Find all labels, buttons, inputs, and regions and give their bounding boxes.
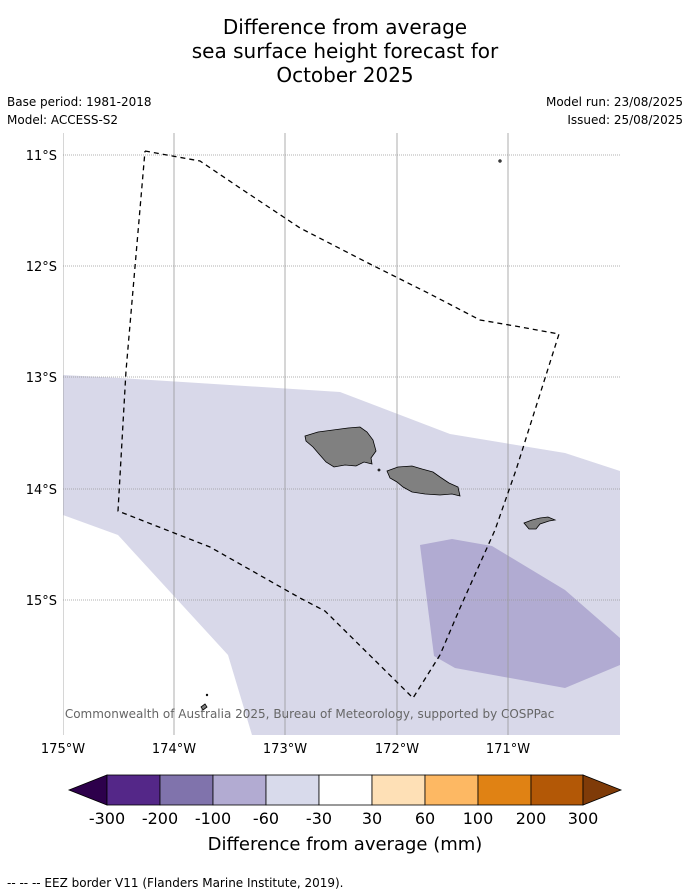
- lon-label: 171°W: [486, 742, 530, 757]
- anomaly-region-medium: [420, 539, 620, 688]
- lat-label: 13°S: [26, 371, 57, 386]
- map-title: Difference from average sea surface heig…: [0, 15, 690, 87]
- land-masses: [200, 159, 557, 711]
- legend-swatch: [477, 774, 532, 806]
- legend-swatch: [159, 774, 214, 806]
- lon-labels: 175°W 174°W 173°W 172°W 171°W: [41, 742, 530, 757]
- islet-south-2: [205, 693, 209, 697]
- legend-arrow-low: [67, 774, 108, 806]
- legend-tick: -300: [89, 809, 125, 828]
- legend-swatch: [318, 774, 373, 806]
- legend-tick: 30: [362, 809, 382, 828]
- legend-swatch: [212, 774, 267, 806]
- legend-caption: Difference from average (mm): [207, 834, 483, 855]
- legend-tick: -60: [253, 809, 279, 828]
- base-period-text: Base period: 1981-2018: [7, 95, 152, 109]
- legend-tick: 60: [415, 809, 435, 828]
- lat-label: 11°S: [26, 149, 57, 164]
- legend-swatch: [106, 774, 161, 806]
- copyright-text: © Commonwealth of Australia 2025, Bureau…: [49, 707, 554, 721]
- legend-tick: 200: [516, 809, 547, 828]
- islet-south: [200, 703, 208, 711]
- eez-footnote: -- -- -- EEZ border V11 (Flanders Marine…: [7, 876, 344, 890]
- title-line-1: Difference from average: [222, 15, 468, 39]
- island-upolu: [386, 465, 461, 497]
- grid-lines: [63, 133, 620, 735]
- lat-label: 12°S: [26, 260, 57, 275]
- lon-label: 174°W: [152, 742, 196, 757]
- model-text: Model: ACCESS-S2: [7, 113, 119, 127]
- lat-label: 15°S: [26, 594, 57, 609]
- lon-label: 172°W: [375, 742, 419, 757]
- map-area: © Commonwealth of Australia 2025, Bureau…: [49, 133, 620, 735]
- color-legend: [67, 774, 623, 806]
- lon-label: 173°W: [263, 742, 307, 757]
- lat-label: 14°S: [26, 483, 57, 498]
- legend-ticks: -300 -200 -100 -60 -30 30 60 100 200 300: [89, 809, 598, 828]
- legend-swatch: [530, 774, 584, 806]
- title-line-2: sea surface height forecast for: [191, 39, 499, 63]
- legend-tick: -30: [306, 809, 332, 828]
- islet-swains: [498, 159, 502, 163]
- eez-border: [117, 150, 560, 700]
- legend-tick: 100: [463, 809, 494, 828]
- model-run-text: Model run: 23/08/2025: [545, 95, 683, 109]
- issued-text: Issued: 25/08/2025: [567, 113, 683, 127]
- islet-apolima: [377, 468, 381, 472]
- legend-arrow-high: [582, 774, 623, 806]
- legend-tick: 300: [568, 809, 599, 828]
- title-line-3: October 2025: [276, 63, 414, 87]
- island-tutuila: [523, 516, 557, 530]
- lon-label: 175°W: [41, 742, 85, 757]
- legend-swatch: [371, 774, 426, 806]
- island-savaii: [304, 426, 377, 468]
- legend-tick: -200: [142, 809, 178, 828]
- legend-tick: -100: [195, 809, 231, 828]
- lat-labels: 11°S 12°S 13°S 14°S 15°S: [26, 149, 57, 609]
- legend-swatch: [424, 774, 479, 806]
- legend-swatch: [265, 774, 320, 806]
- meta-right: Model run: 23/08/2025 Issued: 25/08/2025: [546, 94, 683, 130]
- meta-left: Base period: 1981-2018 Model: ACCESS-S2: [7, 94, 152, 130]
